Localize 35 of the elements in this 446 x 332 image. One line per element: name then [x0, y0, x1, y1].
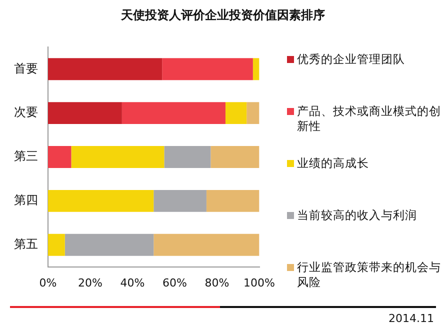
bar — [154, 190, 206, 212]
chart-title: 天使投资人评价企业投资价值因素排序 — [120, 7, 326, 24]
x-tick-label: 40% — [120, 276, 145, 290]
bar — [252, 58, 260, 80]
y-tick-label: 次要 — [14, 105, 38, 120]
text: 2014.11 — [388, 312, 434, 325]
y-tick-label: 第五 — [14, 236, 38, 251]
bar — [164, 146, 211, 168]
x-tick-label: 60% — [162, 276, 187, 290]
legend-label: 产品、技术或商业模式的创新性 — [297, 104, 442, 134]
bar — [206, 190, 260, 212]
y-tick-label: 首要 — [14, 61, 38, 76]
bar — [48, 234, 65, 256]
bar — [48, 146, 72, 168]
bar — [246, 102, 260, 124]
bar — [154, 234, 260, 256]
legend-label: 行业监管政策带来的机会与风险 — [297, 260, 442, 290]
bar — [48, 190, 154, 212]
x-tick-label: 0% — [39, 276, 57, 290]
y-tick-label: 第三 — [14, 149, 38, 164]
bar — [225, 102, 247, 124]
bar — [71, 146, 164, 168]
x-tick-label: 20% — [78, 276, 102, 290]
legend-label: 优秀的企业管理团队 — [297, 52, 405, 67]
bar — [64, 234, 154, 256]
bar — [48, 102, 122, 124]
legend-label: 业绩的高成长 — [297, 156, 369, 171]
y-tick-label: 第四 — [14, 193, 38, 208]
bar — [48, 58, 162, 80]
legend-label: 当前较高的收入与利润 — [297, 208, 417, 223]
bar — [122, 102, 226, 124]
bar — [162, 58, 253, 80]
x-tick-label: 80% — [204, 276, 230, 290]
bar — [210, 146, 260, 168]
x-tick-label: 100% — [244, 276, 276, 290]
